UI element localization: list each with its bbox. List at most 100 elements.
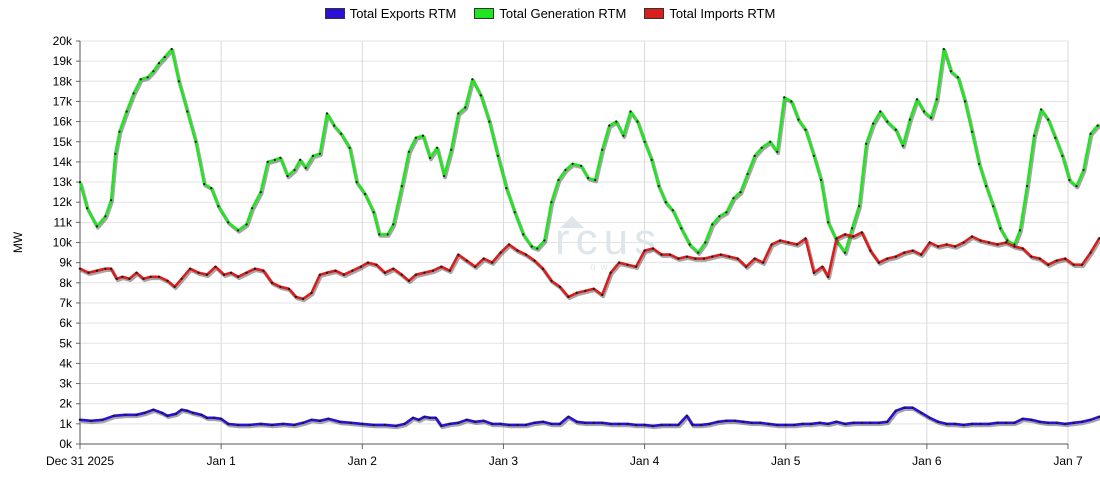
- data-point-total-imports-rtm: [911, 249, 914, 252]
- y-tick-label: 13k: [53, 175, 73, 189]
- chart-series: [78, 47, 1100, 430]
- y-tick-label: 5k: [59, 336, 73, 350]
- data-point-total-imports-rtm: [465, 259, 468, 262]
- data-point-total-exports-rtm: [474, 420, 477, 423]
- data-point-total-imports-rtm: [229, 271, 233, 274]
- data-point-total-generation-rtm: [753, 154, 756, 157]
- data-point-total-exports-rtm: [213, 416, 216, 419]
- legend-label-exports: Total Exports RTM: [349, 6, 457, 21]
- data-point-total-imports-rtm: [1081, 263, 1084, 266]
- data-point-total-exports-rtm: [1089, 418, 1092, 421]
- data-point-total-generation-rtm: [783, 96, 786, 99]
- data-point-total-exports-rtm: [801, 422, 804, 425]
- data-point-total-exports-rtm: [327, 417, 330, 420]
- data-point-total-exports-rtm: [180, 408, 183, 411]
- data-point-total-generation-rtm: [711, 223, 714, 226]
- data-point-total-imports-rtm: [894, 255, 897, 258]
- data-point-total-generation-rtm: [992, 205, 995, 208]
- y-tick-label: 14k: [53, 155, 73, 169]
- legend-item-exports[interactable]: Total Exports RTM: [324, 6, 457, 21]
- data-point-total-imports-rtm: [1055, 259, 1058, 262]
- data-point-total-exports-rtm: [1021, 417, 1024, 420]
- data-point-total-imports-rtm: [318, 273, 321, 276]
- legend-item-generation[interactable]: Total Generation RTM: [474, 6, 626, 21]
- data-point-total-exports-rtm: [660, 423, 663, 426]
- data-point-total-exports-rtm: [1038, 420, 1041, 423]
- data-point-total-imports-rtm: [745, 265, 748, 268]
- data-point-total-exports-rtm: [383, 423, 386, 426]
- data-point-total-generation-rtm: [608, 124, 611, 127]
- data-point-total-imports-rtm: [827, 275, 830, 278]
- data-point-total-generation-rtm: [739, 191, 742, 194]
- data-point-total-generation-rtm: [718, 215, 721, 218]
- y-tick-label: 12k: [53, 195, 73, 209]
- data-point-total-imports-rtm: [310, 291, 313, 294]
- data-point-total-generation-rtm: [146, 76, 149, 79]
- legend-item-imports[interactable]: Total Imports RTM: [644, 6, 775, 21]
- data-point-total-generation-rtm: [615, 120, 618, 123]
- data-point-total-generation-rtm: [680, 227, 683, 230]
- data-point-total-generation-rtm: [86, 207, 89, 210]
- y-tick-label: 6k: [59, 316, 73, 330]
- data-point-total-generation-rtm: [194, 140, 197, 143]
- data-point-total-generation-rtm: [1033, 134, 1036, 137]
- data-point-total-generation-rtm: [163, 56, 166, 59]
- data-point-total-generation-rtm: [170, 48, 173, 51]
- data-point-total-generation-rtm: [790, 100, 793, 103]
- data-point-total-imports-rtm: [877, 261, 881, 264]
- data-point-total-generation-rtm: [1068, 178, 1071, 182]
- data-point-total-generation-rtm: [664, 201, 667, 204]
- data-point-total-imports-rtm: [626, 263, 629, 266]
- data-point-total-imports-rtm: [677, 257, 680, 260]
- data-point-total-exports-rtm: [259, 422, 262, 425]
- data-point-total-exports-rtm: [78, 418, 82, 421]
- data-point-total-imports-rtm: [643, 249, 646, 252]
- data-point-total-imports-rtm: [821, 265, 824, 268]
- data-point-total-imports-rtm: [392, 267, 395, 270]
- watermark-mark-icon: [560, 216, 584, 228]
- data-point-total-exports-rtm: [979, 422, 982, 425]
- data-point-total-exports-rtm: [318, 419, 321, 422]
- data-point-total-imports-rtm: [95, 269, 98, 272]
- data-point-total-generation-rtm: [114, 152, 117, 155]
- data-point-total-imports-rtm: [205, 273, 209, 276]
- y-tick-label: 10k: [53, 236, 73, 250]
- data-point-total-imports-rtm: [753, 257, 756, 260]
- data-point-total-generation-rtm: [125, 110, 128, 113]
- data-point-total-generation-rtm: [237, 229, 240, 232]
- data-point-total-generation-rtm: [227, 221, 230, 224]
- data-point-total-generation-rtm: [636, 120, 639, 123]
- data-point-total-generation-rtm: [304, 166, 307, 169]
- data-point-total-imports-rtm: [173, 285, 176, 288]
- x-tick-label: Jan 6: [912, 454, 942, 468]
- data-point-total-exports-rtm: [412, 416, 415, 419]
- data-point-total-generation-rtm: [273, 158, 276, 161]
- data-point-total-exports-rtm: [793, 423, 796, 426]
- data-point-total-imports-rtm: [400, 273, 403, 276]
- data-point-total-imports-rtm: [635, 265, 638, 268]
- data-point-total-exports-rtm: [827, 422, 830, 425]
- data-point-total-generation-rtm: [894, 128, 897, 131]
- data-point-total-generation-rtm: [217, 205, 220, 208]
- data-point-total-generation-rtm: [325, 112, 329, 115]
- data-point-total-generation-rtm: [550, 201, 553, 204]
- data-point-total-exports-rtm: [524, 423, 528, 426]
- data-point-total-generation-rtm: [95, 225, 98, 228]
- data-point-total-generation-rtm: [999, 227, 1002, 230]
- data-point-total-exports-rtm: [220, 417, 223, 420]
- data-point-total-generation-rtm: [266, 160, 269, 163]
- data-point-total-imports-rtm: [804, 237, 807, 240]
- data-point-total-generation-rtm: [657, 185, 660, 188]
- data-point-total-exports-rtm: [1030, 418, 1033, 421]
- data-point-total-generation-rtm: [908, 118, 912, 121]
- data-point-total-generation-rtm: [186, 110, 189, 113]
- data-point-total-exports-rtm: [533, 421, 536, 424]
- data-point-total-exports-rtm: [143, 411, 146, 414]
- data-point-total-generation-rtm: [464, 106, 467, 109]
- data-point-total-exports-rtm: [349, 421, 353, 424]
- series-line-total-generation-rtm: [78, 47, 1100, 254]
- data-point-total-generation-rtm: [819, 178, 823, 182]
- data-point-total-generation-rtm: [1089, 132, 1092, 135]
- data-point-total-generation-rtm: [769, 140, 772, 143]
